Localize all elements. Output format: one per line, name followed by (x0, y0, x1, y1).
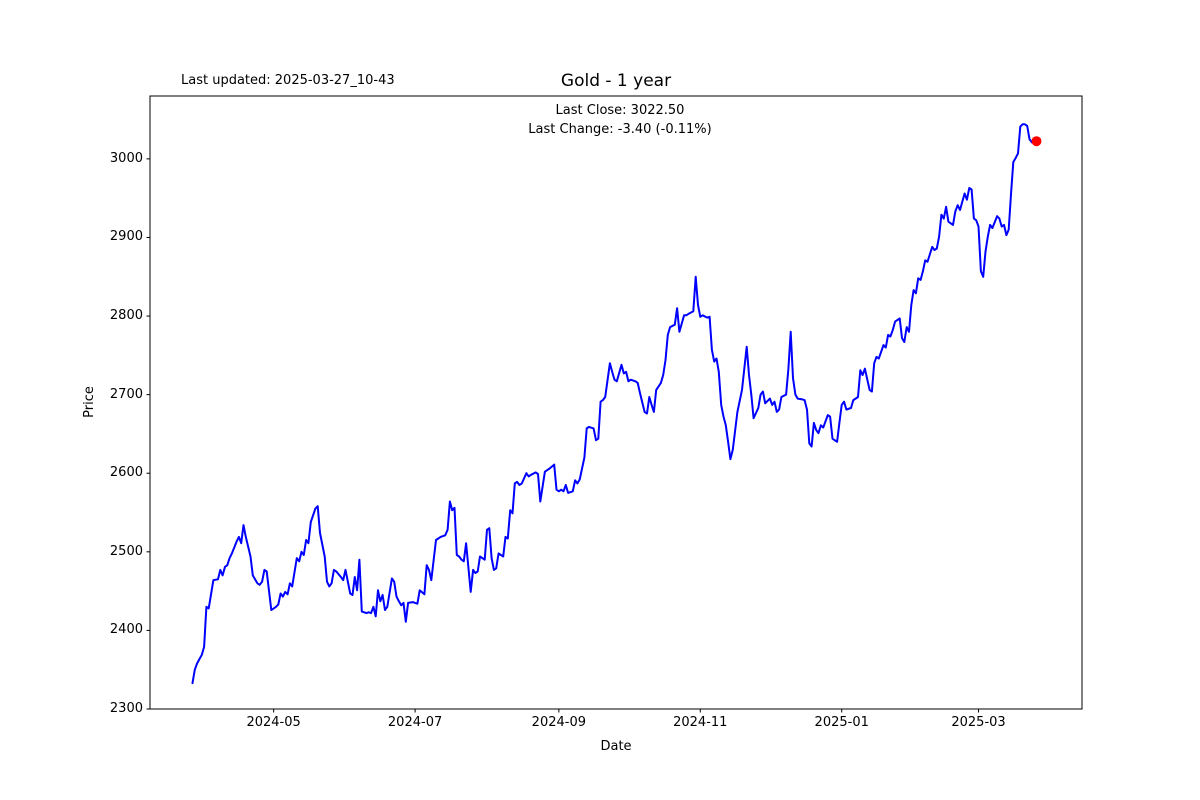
x-tick-label: 2024-11 (673, 715, 728, 730)
y-tick-label: 3000 (109, 150, 143, 166)
x-tick-label: 2025-01 (814, 715, 869, 730)
y-tick-label: 2900 (109, 229, 143, 245)
x-tick-label: 2024-05 (246, 715, 301, 730)
y-tick-label: 2300 (109, 701, 143, 716)
x-axis-label: Date (600, 739, 632, 754)
y-tick-label: 2500 (109, 543, 143, 559)
y-tick-label: 2800 (109, 308, 143, 324)
price-line (191, 123, 1038, 685)
chart-title: Gold - 1 year (560, 71, 672, 91)
y-tick-label: 2600 (109, 465, 143, 481)
plot-border (149, 95, 1083, 710)
annotation-last-change: Last Change: -3.40 (-0.11%) (528, 122, 712, 137)
y-tick-label: 2400 (109, 622, 143, 638)
y-tick-label: 2700 (109, 386, 143, 402)
last-close-marker (1031, 136, 1042, 147)
x-tick-label: 2024-07 (387, 715, 443, 730)
axis-ticks (146, 158, 980, 713)
x-tick-label: 2025-03 (951, 715, 1006, 730)
last-updated-text: Last updated: 2025-03-27_10-43 (181, 73, 395, 88)
x-tick-label: 2024-09 (531, 715, 587, 730)
annotation-last-close: Last Close: 3022.50 (555, 103, 685, 118)
